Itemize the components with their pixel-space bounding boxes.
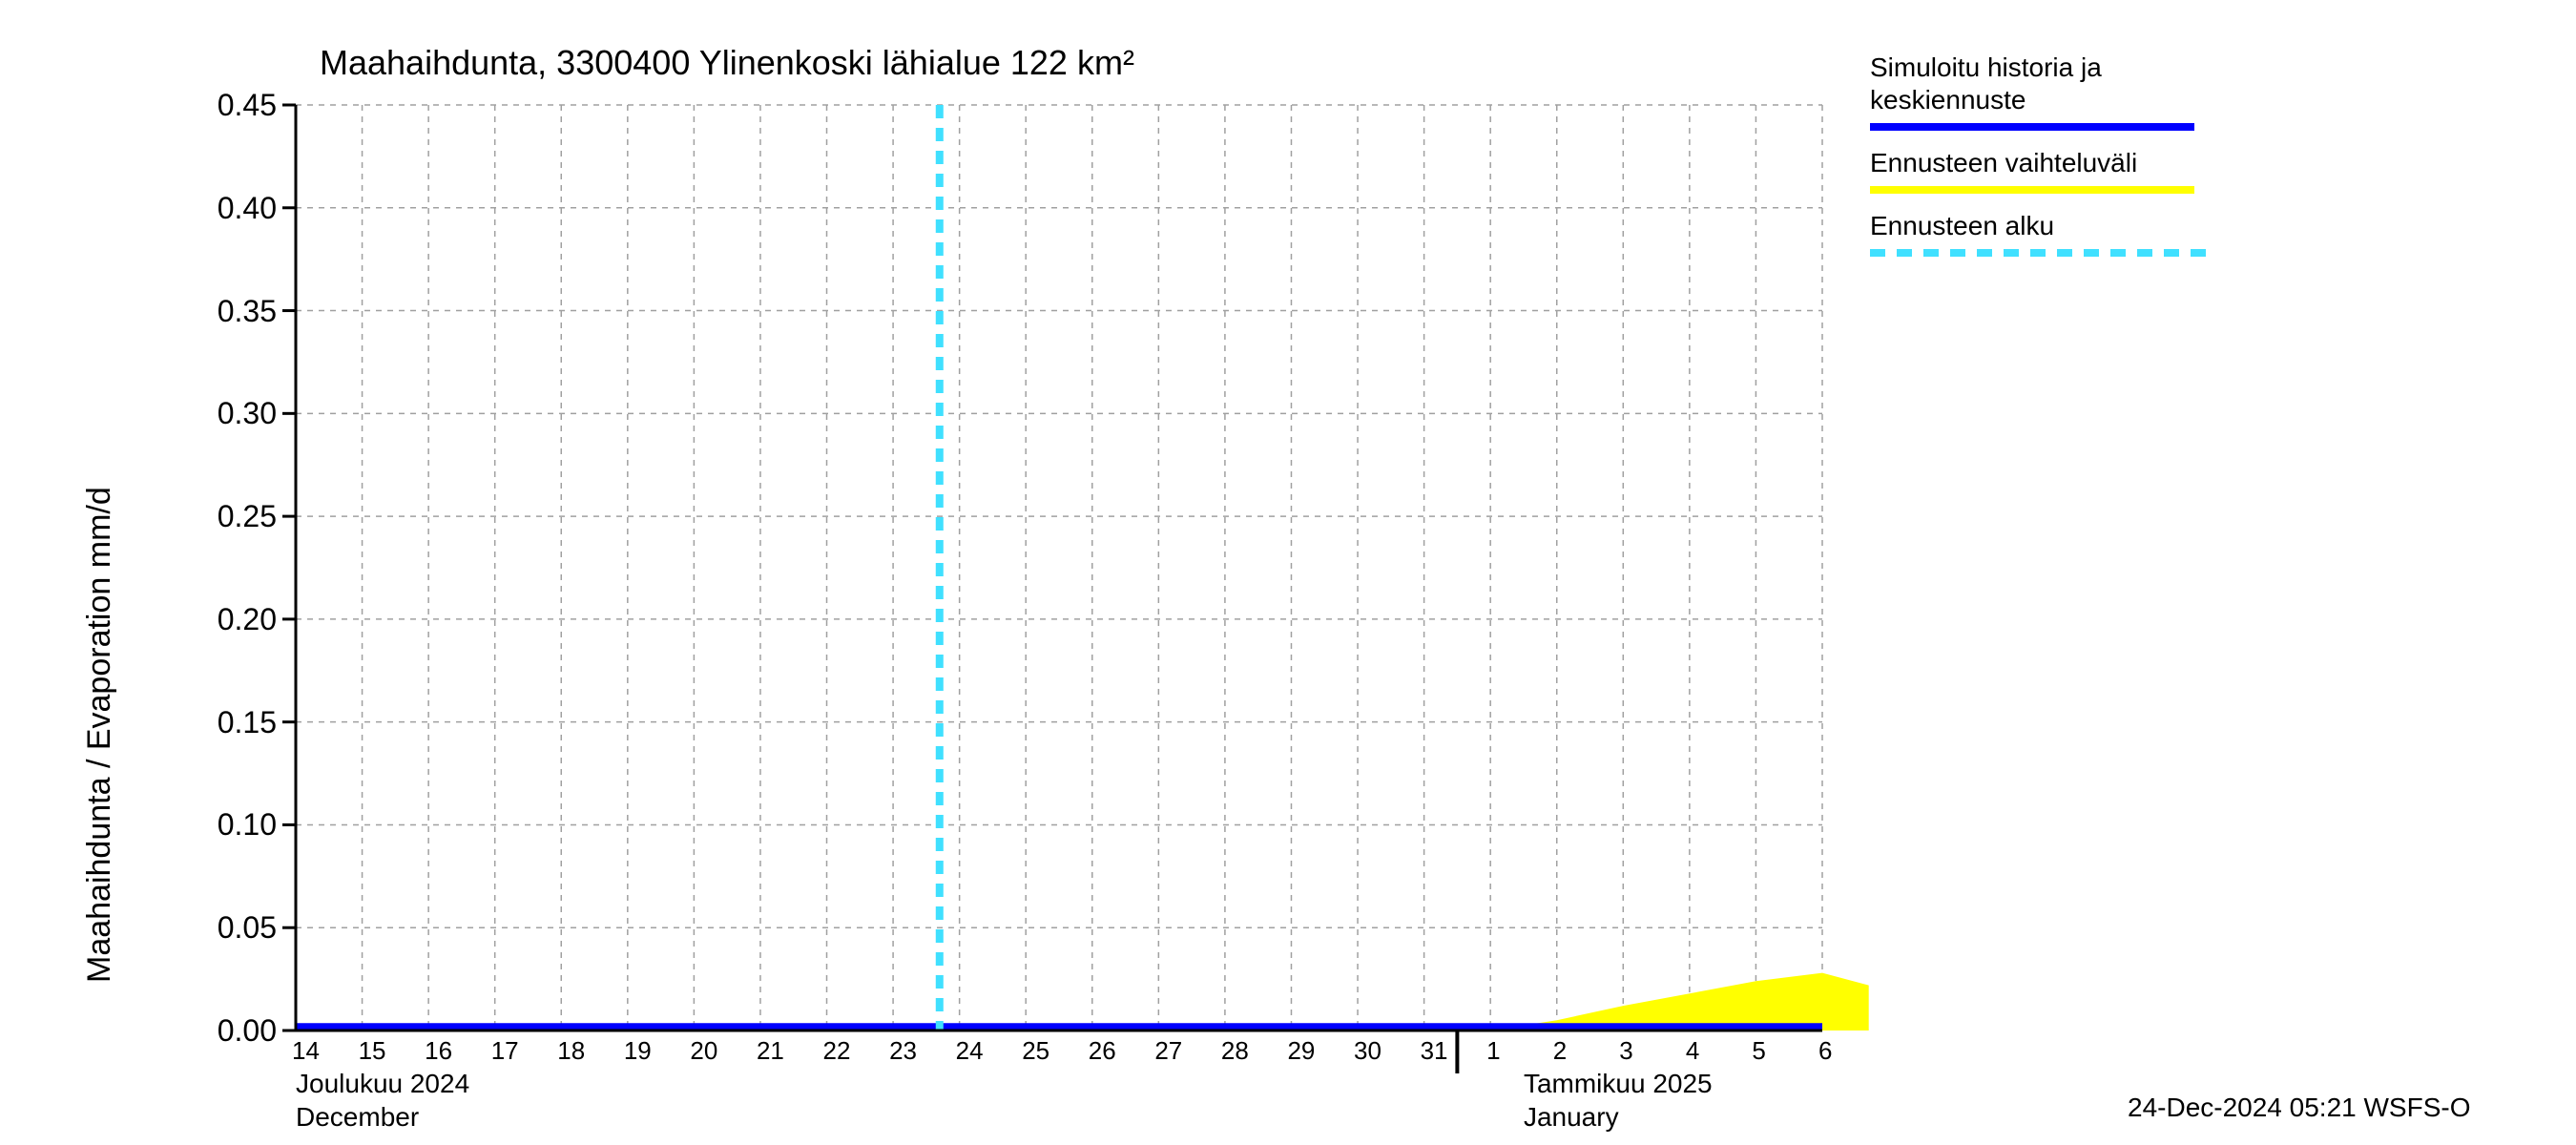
x-month2-en: January xyxy=(1524,1102,1619,1133)
legend-swatch xyxy=(1870,249,1885,257)
x-tick-label: 18 xyxy=(557,1036,585,1066)
x-tick-label: 29 xyxy=(1287,1036,1315,1066)
y-tick-label: 0.10 xyxy=(186,807,277,843)
y-tick-label: 0.40 xyxy=(186,191,277,226)
x-tick-label: 17 xyxy=(491,1036,519,1066)
x-tick-label: 2 xyxy=(1553,1036,1567,1066)
x-tick-label: 6 xyxy=(1818,1036,1832,1066)
chart-plot xyxy=(0,0,2576,1145)
x-tick-label: 4 xyxy=(1686,1036,1699,1066)
x-tick-label: 26 xyxy=(1089,1036,1116,1066)
x-tick-label: 25 xyxy=(1022,1036,1049,1066)
legend-swatch xyxy=(1897,249,1912,257)
legend-swatch xyxy=(2030,249,2046,257)
x-tick-label: 27 xyxy=(1154,1036,1182,1066)
legend-swatch xyxy=(2137,249,2152,257)
x-tick-label: 21 xyxy=(757,1036,784,1066)
legend-swatch xyxy=(2084,249,2099,257)
x-tick-label: 16 xyxy=(425,1036,452,1066)
x-tick-label: 23 xyxy=(889,1036,917,1066)
legend-swatch xyxy=(2191,249,2206,257)
x-tick-label: 20 xyxy=(690,1036,717,1066)
y-tick-label: 0.35 xyxy=(186,294,277,329)
x-month1-en: December xyxy=(296,1102,419,1133)
y-tick-label: 0.45 xyxy=(186,88,277,123)
x-tick-label: 5 xyxy=(1752,1036,1765,1066)
y-tick-label: 0.00 xyxy=(186,1013,277,1049)
legend-label: Simuloitu historia ja xyxy=(1870,52,2102,83)
y-tick-label: 0.20 xyxy=(186,602,277,637)
x-month2-fi: Tammikuu 2025 xyxy=(1524,1069,1713,1099)
legend-swatch xyxy=(1950,249,1965,257)
x-tick-label: 30 xyxy=(1354,1036,1381,1066)
footer-timestamp: 24-Dec-2024 05:21 WSFS-O xyxy=(2128,1093,2471,1123)
x-tick-label: 15 xyxy=(359,1036,386,1066)
legend-label: Ennusteen alku xyxy=(1870,211,2054,241)
y-tick-label: 0.30 xyxy=(186,396,277,431)
legend-label: Ennusteen vaihteluväli xyxy=(1870,148,2137,178)
x-tick-label: 3 xyxy=(1619,1036,1632,1066)
x-tick-label: 14 xyxy=(292,1036,320,1066)
legend-swatch xyxy=(1870,123,2194,131)
x-tick-label: 24 xyxy=(956,1036,984,1066)
x-tick-label: 28 xyxy=(1221,1036,1249,1066)
y-tick-label: 0.25 xyxy=(186,499,277,534)
legend-swatch xyxy=(2164,249,2179,257)
legend-swatch xyxy=(2057,249,2072,257)
x-tick-label: 31 xyxy=(1421,1036,1448,1066)
y-tick-label: 0.15 xyxy=(186,705,277,740)
legend-swatch xyxy=(1977,249,1992,257)
legend-swatch xyxy=(2110,249,2126,257)
y-tick-label: 0.05 xyxy=(186,910,277,946)
legend-label: keskiennuste xyxy=(1870,85,2025,115)
x-tick-label: 19 xyxy=(624,1036,652,1066)
x-tick-label: 22 xyxy=(823,1036,851,1066)
x-tick-label: 1 xyxy=(1486,1036,1500,1066)
legend-swatch xyxy=(2004,249,2019,257)
legend-swatch xyxy=(1923,249,1939,257)
legend-swatch xyxy=(1870,186,2194,194)
chart-container: Maahaihdunta, 3300400 Ylinenkoski lähial… xyxy=(0,0,2576,1145)
x-month1-fi: Joulukuu 2024 xyxy=(296,1069,469,1099)
